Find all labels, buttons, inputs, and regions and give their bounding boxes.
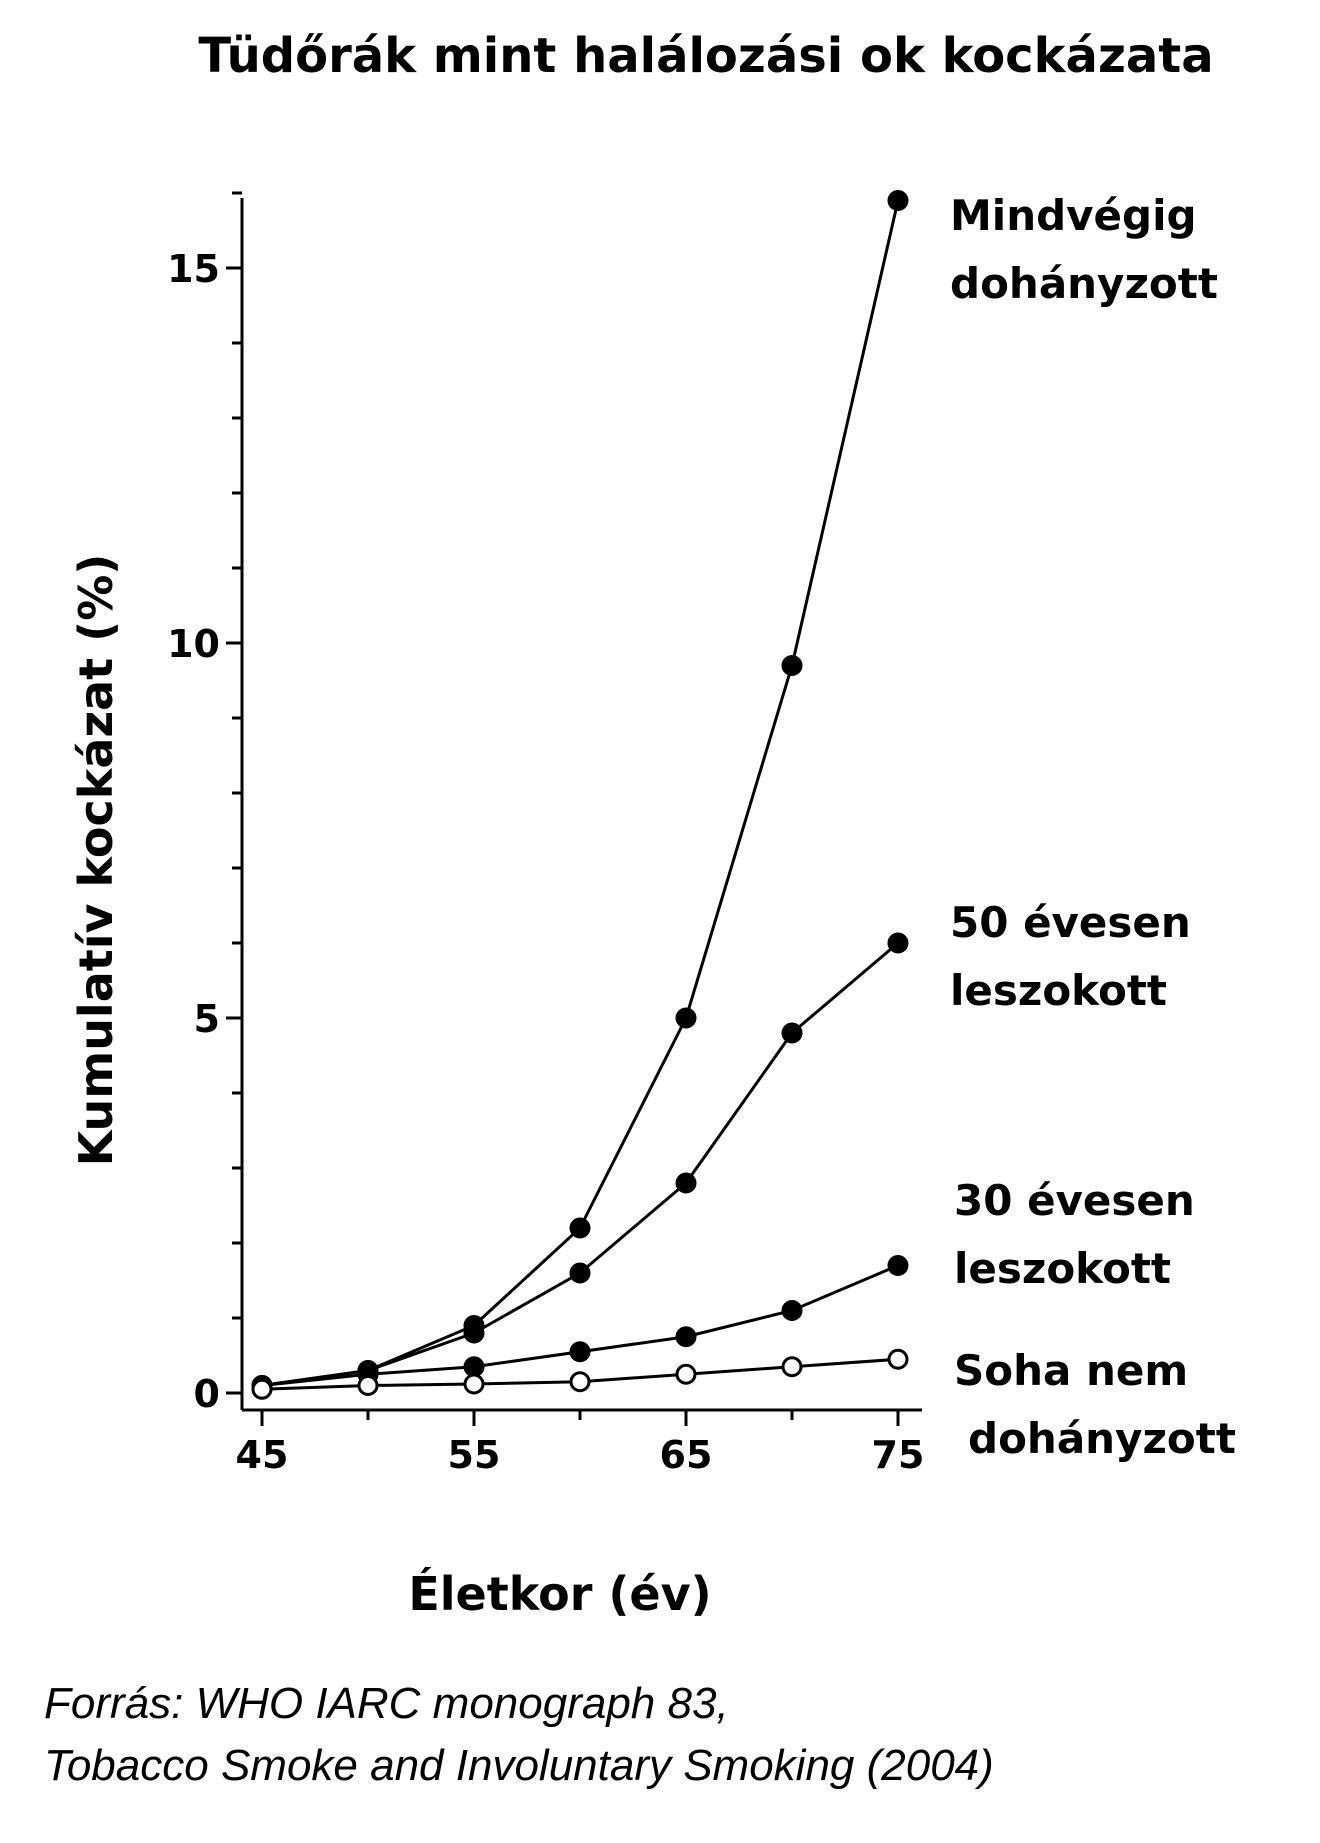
series-labels: Mindvégig dohányzott 50 évesen leszokott 30 … bbox=[950, 191, 1236, 1463]
series-2-label-line-1: 50 évesen bbox=[950, 898, 1191, 947]
x-axis-label: Életkor (év) bbox=[408, 1567, 711, 1621]
series-2-label-line-2: leszokott bbox=[950, 966, 1167, 1015]
series-3-point bbox=[569, 1341, 591, 1363]
x-tick-label: 45 bbox=[236, 1433, 289, 1477]
series-2-point bbox=[781, 1022, 803, 1044]
chart-title: Tüdőrák mint halálozási ok kockázata bbox=[198, 28, 1213, 84]
series-2-point bbox=[569, 1262, 591, 1284]
series-4-label-line-1: Soha nem bbox=[954, 1346, 1188, 1395]
x-tick-label: 65 bbox=[660, 1433, 713, 1477]
series-2-point bbox=[463, 1322, 485, 1344]
source-line-1: Forrás: WHO IARC monograph 83, bbox=[44, 1679, 729, 1728]
y-tick-label: 15 bbox=[167, 247, 220, 291]
y-tick-label: 0 bbox=[194, 1372, 220, 1416]
series-4-point bbox=[463, 1373, 485, 1395]
series-3-label-line-2: leszokott bbox=[954, 1244, 1171, 1293]
series-2-point bbox=[887, 932, 909, 954]
series-3-point bbox=[781, 1300, 803, 1321]
series-line-2 bbox=[261, 941, 899, 1387]
series-3-point bbox=[675, 1326, 697, 1348]
series-4-point bbox=[251, 1378, 273, 1400]
series-3-label-line-1: 30 évesen bbox=[954, 1176, 1195, 1225]
series-points bbox=[251, 190, 909, 1400]
series-lines bbox=[261, 200, 900, 1391]
series-4-point bbox=[357, 1375, 379, 1396]
x-axis: 45 55 65 75 bbox=[236, 1408, 925, 1477]
series-line-1 bbox=[261, 200, 900, 1387]
x-tick-label: 55 bbox=[448, 1433, 501, 1477]
series-1-point bbox=[781, 655, 803, 676]
series-4-label-line-2: dohányzott bbox=[968, 1414, 1236, 1463]
series-4-point bbox=[675, 1363, 697, 1385]
y-tick-label: 5 bbox=[194, 997, 220, 1041]
series-3-point bbox=[887, 1255, 909, 1276]
y-axis: 0 5 10 15 bbox=[167, 191, 244, 1416]
series-2-point bbox=[675, 1172, 697, 1194]
series-1-label-line-2: dohányzott bbox=[950, 259, 1218, 308]
y-axis-label: Kumulatív kockázat (%) bbox=[69, 554, 123, 1167]
series-1-label-line-1: Mindvégig bbox=[950, 191, 1197, 240]
series-1-point bbox=[887, 190, 909, 211]
series-4-point bbox=[887, 1348, 909, 1370]
series-1-point bbox=[675, 1007, 697, 1029]
source-line-2: Tobacco Smoke and Involuntary Smoking (2… bbox=[44, 1741, 994, 1790]
series-1-point bbox=[569, 1217, 591, 1239]
x-tick-label: 75 bbox=[872, 1433, 925, 1477]
y-tick-label: 10 bbox=[167, 622, 220, 666]
series-4-point bbox=[781, 1356, 803, 1378]
series-4-point bbox=[569, 1371, 591, 1393]
